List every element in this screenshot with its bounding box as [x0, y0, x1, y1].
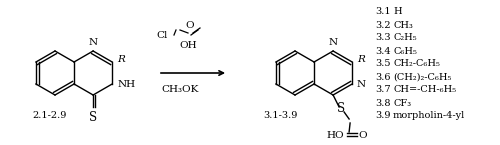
Text: S: S — [337, 103, 345, 116]
Text: 3.1-3.9: 3.1-3.9 — [263, 110, 297, 119]
Text: 3.8: 3.8 — [375, 98, 390, 107]
Text: CH₃OK: CH₃OK — [162, 85, 198, 94]
Text: C₆H₅: C₆H₅ — [393, 47, 417, 56]
Text: NH: NH — [117, 79, 136, 88]
Text: 3.2: 3.2 — [375, 20, 390, 29]
Text: R: R — [357, 55, 365, 64]
Text: morpholin-4-yl: morpholin-4-yl — [393, 112, 465, 120]
Text: C₂H₅: C₂H₅ — [393, 33, 416, 42]
Text: 3.7: 3.7 — [375, 86, 390, 95]
Text: 3.3: 3.3 — [375, 33, 390, 42]
Text: 3.4: 3.4 — [375, 47, 390, 56]
Text: S: S — [89, 111, 97, 124]
Text: 3.5: 3.5 — [375, 59, 390, 68]
Text: OH: OH — [179, 40, 197, 49]
Text: 3.1: 3.1 — [375, 8, 390, 17]
Text: N: N — [356, 79, 366, 88]
Text: O: O — [358, 132, 366, 141]
Text: H: H — [393, 8, 402, 17]
Text: 3.9: 3.9 — [375, 112, 390, 120]
Text: CH=-CH-₆H₅: CH=-CH-₆H₅ — [393, 86, 456, 95]
Text: 2.1-2.9: 2.1-2.9 — [33, 110, 67, 119]
Text: 3.6: 3.6 — [375, 72, 390, 81]
Text: N: N — [88, 38, 98, 47]
Text: Cl: Cl — [156, 30, 168, 39]
Text: CH₃: CH₃ — [393, 20, 413, 29]
Text: CF₃: CF₃ — [393, 98, 411, 107]
Text: R: R — [117, 55, 125, 64]
Text: O: O — [186, 21, 194, 30]
Text: (CH₂)₂-C₆H₅: (CH₂)₂-C₆H₅ — [393, 72, 452, 81]
Text: N: N — [328, 38, 338, 47]
Text: HO: HO — [326, 132, 344, 141]
Text: CH₂-C₆H₅: CH₂-C₆H₅ — [393, 59, 440, 68]
